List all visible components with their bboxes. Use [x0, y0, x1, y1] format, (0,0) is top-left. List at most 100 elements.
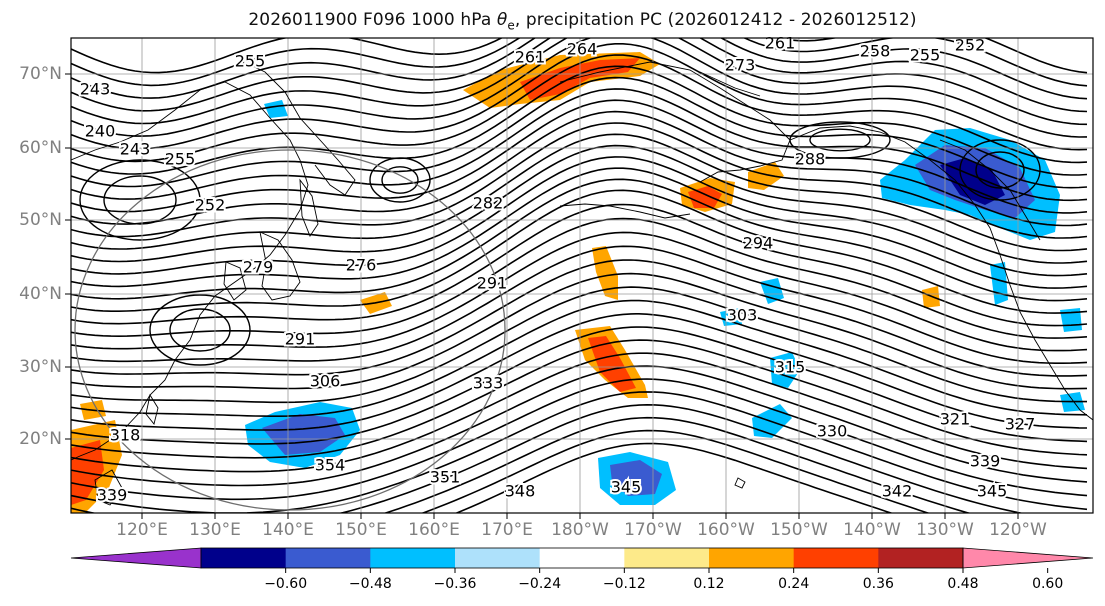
svg-text:342: 342 [882, 482, 913, 501]
svg-text:240: 240 [85, 122, 116, 141]
contour-246 [71, 38, 1088, 100]
contour-label: 345 [975, 480, 1010, 503]
contour-264 [71, 65, 1088, 176]
precip-positive-area [592, 246, 618, 300]
contour-351 [420, 429, 931, 513]
contour-309 [71, 245, 1088, 364]
colorbar-extend-low [70, 547, 202, 569]
svg-text:276: 276 [346, 256, 377, 275]
contour-label: 240 [83, 120, 118, 143]
theta-e-contours [71, 38, 1088, 513]
axis-ticks [65, 73, 1019, 519]
lon-label: 140°E [262, 520, 314, 540]
svg-text:318: 318 [110, 426, 141, 445]
lat-label: 70°N [19, 64, 62, 84]
contour-label: 243 [118, 138, 153, 161]
contour-291 [71, 167, 1088, 289]
colorbar-tick-label: −0.36 [433, 576, 477, 592]
precip-negative-area [262, 414, 345, 455]
contour-label: 255 [908, 44, 943, 67]
svg-text:354: 354 [315, 456, 346, 475]
colorbar-segment [624, 548, 710, 568]
contour-345 [71, 403, 1025, 513]
lon-label: 120°E [116, 520, 168, 540]
contour-336 [71, 365, 1088, 487]
svg-text:333: 333 [473, 374, 504, 393]
lat-label: 50°N [19, 210, 62, 230]
lon-label: 140°W [843, 520, 901, 540]
lat-label: 60°N [19, 138, 62, 158]
lon-label: 180°W [551, 520, 609, 540]
contour-label: 243 [78, 78, 113, 101]
contour-label: 288 [793, 148, 828, 171]
colorbar-segment [285, 548, 371, 568]
contour-closed [169, 308, 231, 352]
contour-label: 342 [880, 480, 915, 503]
svg-text:261: 261 [515, 48, 546, 67]
precip-negative-core [940, 158, 1005, 205]
contour-label: 291 [283, 328, 318, 351]
contour-label: 261 [763, 32, 798, 55]
svg-text:291: 291 [477, 274, 508, 293]
contour-288 [71, 156, 1088, 277]
svg-text:261: 261 [765, 34, 796, 53]
contour-label: 348 [503, 480, 538, 503]
lat-lon-gridlines [71, 38, 1093, 513]
contour-label: 339 [95, 484, 130, 507]
lon-label: 160°E [408, 520, 460, 540]
svg-text:291: 291 [285, 330, 316, 349]
svg-text:339: 339 [97, 486, 128, 505]
lon-label: 170°W [624, 520, 682, 540]
contour-label: 258 [858, 40, 893, 63]
coastline-philippines [94, 469, 123, 506]
svg-text:294: 294 [743, 234, 774, 253]
lon-label: 150°E [335, 520, 387, 540]
precip-negative-area [610, 460, 662, 496]
precip-positive-area [922, 286, 940, 308]
contour-354 [454, 442, 894, 513]
lat-label: 40°N [19, 284, 62, 304]
svg-text:351: 351 [430, 468, 461, 487]
contour-348 [383, 416, 972, 513]
contour-label: 291 [475, 272, 510, 295]
contour-label: 330 [815, 420, 850, 443]
colorbar-tick-label: −0.12 [602, 576, 646, 592]
svg-text:255: 255 [165, 150, 196, 169]
contour-closed [369, 157, 431, 203]
contour-249 [71, 38, 1088, 113]
contour-333 [71, 352, 1088, 473]
contour-303 [71, 217, 1088, 339]
contour-240 [71, 38, 1088, 74]
contour-300 [71, 203, 1088, 327]
coastline-kamchatka [239, 59, 356, 196]
contour-label: 255 [163, 148, 198, 171]
contour-258 [71, 43, 1088, 151]
svg-text:282: 282 [473, 194, 504, 213]
contour-closed [381, 166, 419, 194]
contour-closed [79, 159, 201, 241]
colorbar-tick-label: 0.60 [1032, 576, 1064, 592]
contour-label: 327 [1003, 413, 1038, 436]
svg-text:345: 345 [977, 482, 1008, 501]
svg-text:327: 327 [1005, 415, 1036, 434]
contour-label: 264 [565, 38, 600, 61]
coastline-asia-east [71, 81, 309, 461]
coastline-japan [259, 231, 301, 301]
svg-text:288: 288 [795, 150, 826, 169]
lon-label: 130°W [916, 520, 974, 540]
contour-282 [71, 133, 1088, 252]
colorbar-frame [200, 547, 964, 569]
colorbar-segment [709, 548, 795, 568]
contour-closed [103, 175, 177, 225]
contour-closed [959, 139, 1041, 201]
contour-label: 273 [723, 54, 758, 77]
colorbar-segment [539, 548, 625, 568]
contour-276 [71, 110, 1088, 227]
coastline-alaska [559, 61, 791, 183]
colorbar-tick-label: 0.24 [778, 576, 810, 592]
colorbar-tick-label: −0.24 [518, 576, 562, 592]
svg-text:255: 255 [235, 52, 266, 71]
coastlines [71, 59, 1093, 506]
contour-324 [71, 312, 1088, 431]
svg-text:345: 345 [611, 478, 642, 497]
